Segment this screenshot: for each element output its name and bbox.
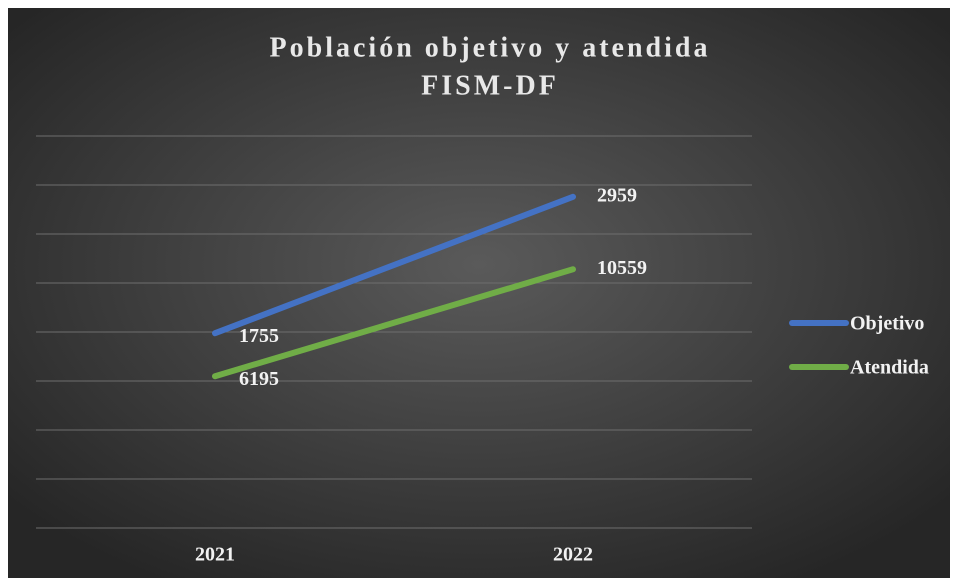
series-line [212, 193, 576, 337]
x-tick-label: 2022 [553, 544, 593, 566]
series-line [212, 266, 576, 380]
x-tick-label: 2021 [195, 544, 235, 566]
legend-label: Atendida [850, 357, 929, 379]
data-label: 1755 [239, 325, 279, 347]
data-label: 6195 [239, 368, 279, 390]
legend-label: Objetivo [850, 313, 924, 335]
chart-background [8, 8, 950, 578]
data-label: 2959 [597, 184, 637, 206]
data-label: 10559 [597, 257, 647, 279]
chart-title: Población objetivo y atendida [270, 32, 711, 63]
chart-title: FISM-DF [421, 70, 559, 101]
